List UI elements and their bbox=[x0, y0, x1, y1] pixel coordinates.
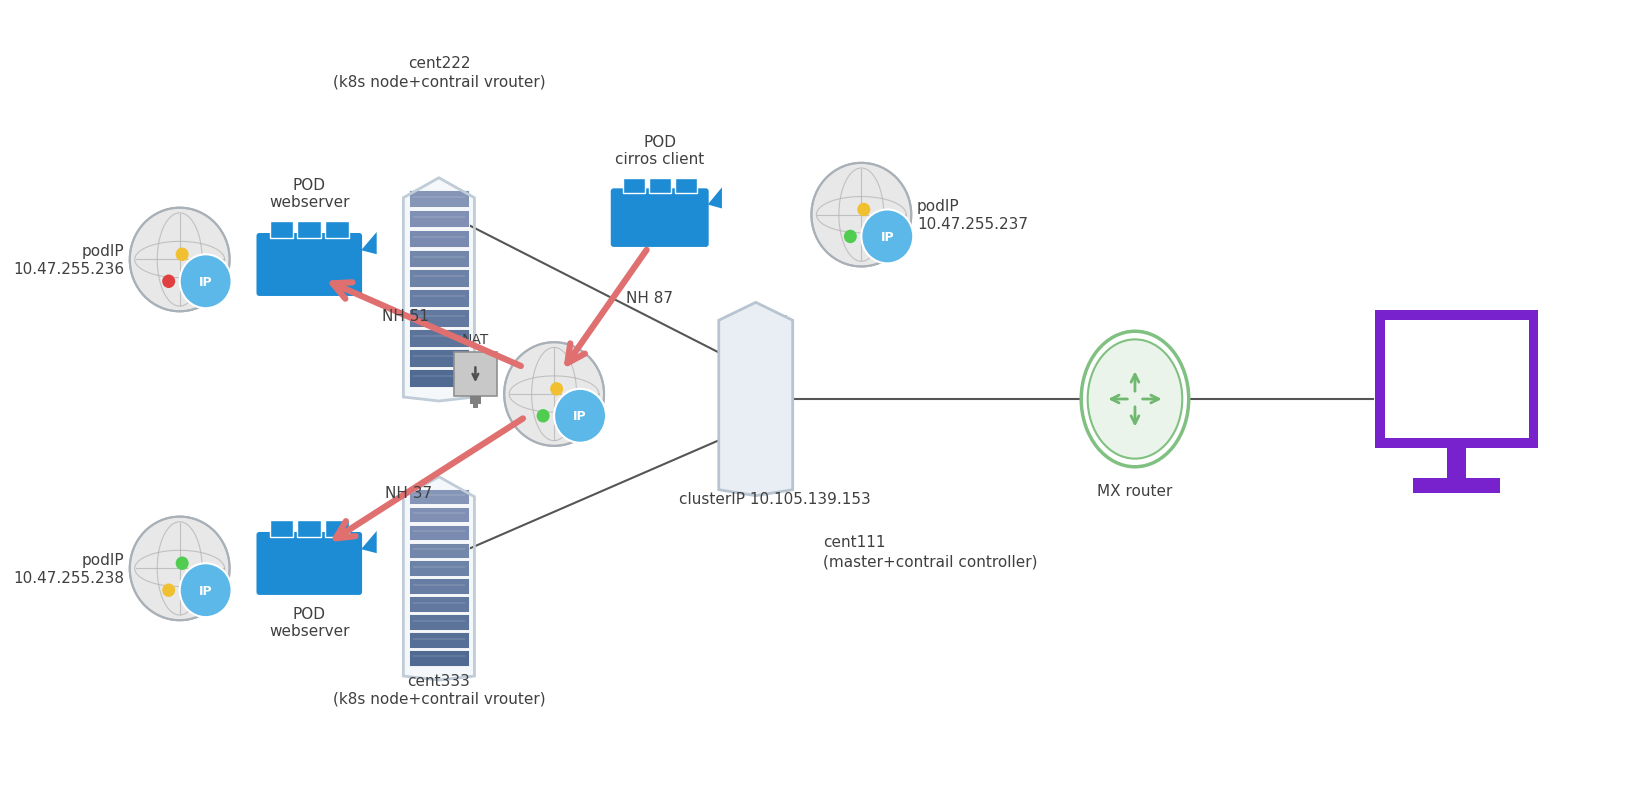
Bar bbox=[409, 210, 469, 228]
Text: POD
webserver: POD webserver bbox=[269, 606, 350, 638]
Bar bbox=[724, 315, 787, 339]
Bar bbox=[409, 270, 469, 287]
Text: podIP
10.47.255.237: podIP 10.47.255.237 bbox=[917, 199, 1028, 231]
Bar bbox=[409, 369, 469, 387]
Bar bbox=[648, 179, 672, 194]
Circle shape bbox=[858, 203, 870, 217]
Bar bbox=[1447, 448, 1467, 478]
Circle shape bbox=[812, 164, 911, 267]
Circle shape bbox=[180, 255, 231, 309]
Polygon shape bbox=[719, 303, 792, 496]
Bar bbox=[325, 222, 350, 238]
Text: (master+contrail controller): (master+contrail controller) bbox=[823, 554, 1038, 569]
Polygon shape bbox=[361, 532, 376, 553]
Text: NH 87: NH 87 bbox=[625, 291, 673, 305]
Bar bbox=[454, 353, 497, 397]
Circle shape bbox=[162, 275, 175, 288]
Text: NH 51: NH 51 bbox=[381, 308, 429, 324]
Text: NAT: NAT bbox=[462, 332, 488, 347]
Text: cent333: cent333 bbox=[408, 673, 470, 688]
Bar bbox=[269, 222, 294, 238]
Bar bbox=[409, 614, 469, 630]
Bar bbox=[409, 230, 469, 248]
Circle shape bbox=[130, 517, 229, 621]
Polygon shape bbox=[403, 477, 475, 680]
Bar bbox=[409, 650, 469, 666]
Circle shape bbox=[564, 405, 576, 418]
Circle shape bbox=[549, 382, 563, 396]
Bar bbox=[724, 343, 787, 367]
Bar bbox=[409, 507, 469, 523]
Ellipse shape bbox=[1087, 340, 1183, 459]
Bar bbox=[1384, 321, 1528, 438]
Circle shape bbox=[190, 270, 203, 283]
Bar bbox=[409, 290, 469, 308]
Bar bbox=[409, 330, 469, 348]
Bar bbox=[409, 525, 469, 540]
Text: clusterIP 10.105.139.153: clusterIP 10.105.139.153 bbox=[678, 491, 871, 506]
Bar bbox=[409, 251, 469, 267]
Bar bbox=[1374, 311, 1538, 448]
Bar bbox=[409, 543, 469, 559]
Text: podIP
10.47.255.236: podIP 10.47.255.236 bbox=[13, 244, 124, 276]
Text: IP: IP bbox=[573, 410, 587, 422]
Bar bbox=[1414, 478, 1500, 493]
Circle shape bbox=[536, 410, 549, 423]
Text: MX router: MX router bbox=[1097, 483, 1173, 498]
Circle shape bbox=[505, 343, 604, 446]
Text: NH 37: NH 37 bbox=[384, 486, 432, 500]
Ellipse shape bbox=[1081, 332, 1188, 467]
Bar bbox=[675, 179, 696, 194]
Bar bbox=[724, 456, 787, 480]
Text: cent222: cent222 bbox=[408, 56, 470, 71]
Text: IP: IP bbox=[198, 275, 213, 288]
Circle shape bbox=[554, 389, 606, 443]
Polygon shape bbox=[470, 397, 482, 409]
Bar bbox=[325, 520, 350, 537]
Text: cent111: cent111 bbox=[823, 534, 886, 549]
Polygon shape bbox=[361, 233, 376, 255]
Circle shape bbox=[871, 225, 884, 238]
Circle shape bbox=[180, 564, 231, 618]
Bar bbox=[409, 190, 469, 208]
Circle shape bbox=[861, 210, 912, 264]
Circle shape bbox=[162, 584, 175, 597]
Bar bbox=[409, 579, 469, 594]
Polygon shape bbox=[403, 178, 475, 402]
Bar bbox=[724, 428, 787, 451]
Bar bbox=[409, 310, 469, 328]
Circle shape bbox=[130, 209, 229, 312]
Bar bbox=[409, 489, 469, 505]
FancyBboxPatch shape bbox=[256, 532, 361, 595]
Text: podIP
10.47.255.238: podIP 10.47.255.238 bbox=[13, 552, 124, 585]
Circle shape bbox=[190, 578, 203, 592]
Text: IP: IP bbox=[198, 584, 213, 597]
Text: POD
cirros client: POD cirros client bbox=[615, 134, 705, 167]
Text: (k8s node+contrail vrouter): (k8s node+contrail vrouter) bbox=[333, 74, 544, 89]
Bar bbox=[409, 633, 469, 648]
Bar bbox=[409, 560, 469, 577]
Circle shape bbox=[843, 230, 856, 244]
FancyBboxPatch shape bbox=[256, 234, 361, 296]
Text: (k8s node+contrail vrouter): (k8s node+contrail vrouter) bbox=[333, 691, 544, 706]
Circle shape bbox=[175, 248, 188, 262]
FancyBboxPatch shape bbox=[610, 189, 710, 247]
Bar bbox=[622, 179, 645, 194]
Bar bbox=[409, 597, 469, 613]
Bar bbox=[269, 520, 294, 537]
Polygon shape bbox=[708, 188, 723, 210]
Bar bbox=[297, 222, 322, 238]
Bar bbox=[724, 400, 787, 423]
Bar bbox=[409, 350, 469, 367]
Text: POD
webserver: POD webserver bbox=[269, 177, 350, 210]
Text: IP: IP bbox=[881, 230, 894, 243]
Bar bbox=[297, 520, 322, 537]
Circle shape bbox=[175, 556, 188, 570]
Bar bbox=[724, 371, 787, 395]
